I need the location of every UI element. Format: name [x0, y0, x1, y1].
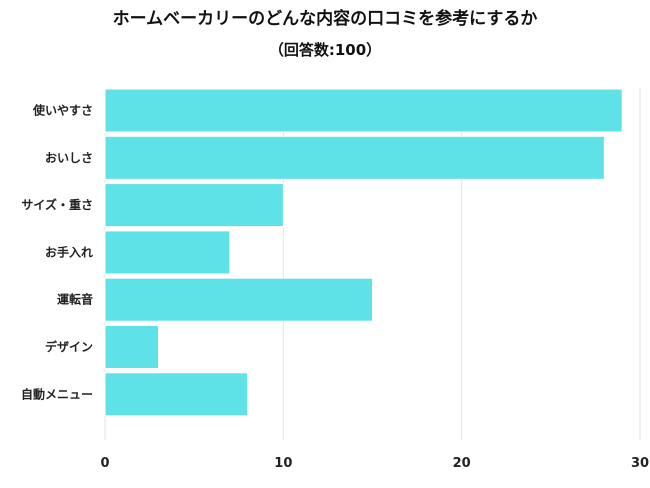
bar [104, 183, 284, 228]
bar [104, 325, 159, 369]
x-tick-label: 10 [274, 456, 292, 471]
bar [104, 135, 605, 180]
category-label: 自動メニュー [21, 386, 93, 401]
category-label: お手入れ [45, 244, 93, 259]
category-label: サイズ・重さ [21, 197, 93, 212]
bar [104, 277, 373, 322]
x-tick-label: 20 [453, 456, 471, 471]
x-tick-label: 0 [100, 456, 109, 471]
category-label: 使いやすさ [32, 103, 93, 118]
bar [104, 230, 231, 275]
category-label: デザイン [45, 339, 93, 354]
chart-subtitle: （回答数:100） [268, 41, 382, 59]
category-label: 運転音 [57, 292, 93, 307]
bars [104, 88, 623, 417]
x-tick-labels: 0 10 20 30 [100, 456, 649, 471]
bar [104, 372, 249, 417]
x-tick-label: 30 [631, 456, 649, 471]
chart-title: ホームベーカリーのどんな内容の口コミを参考にするか [112, 9, 538, 29]
category-label: おいしさ [45, 151, 93, 165]
bar [104, 88, 623, 133]
